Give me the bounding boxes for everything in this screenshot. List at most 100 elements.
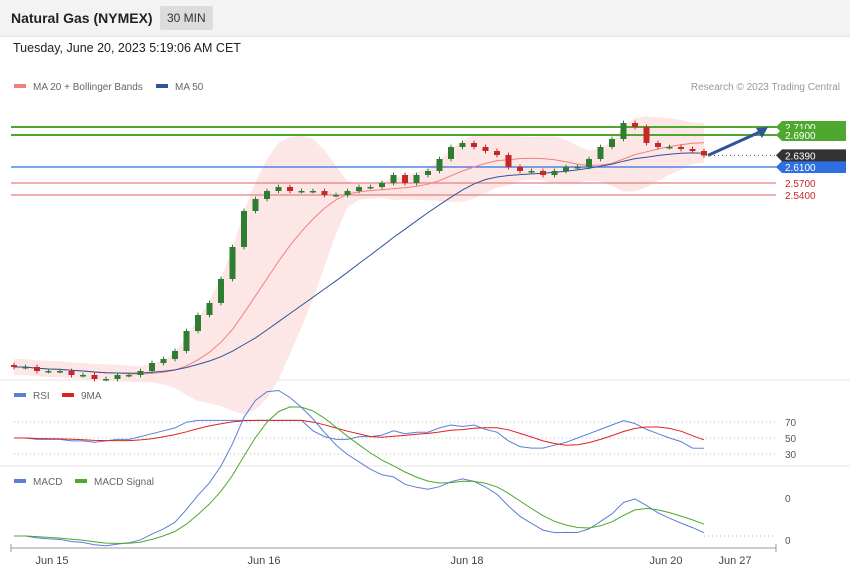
candles [11,120,707,382]
candle-body [425,171,431,175]
level-tag-2.6390 [776,149,846,162]
rsi-ref-label: 50 [785,434,797,445]
candle-body [137,371,144,375]
ma50-legend-swatch [156,84,168,88]
level-tag-2.6900 [776,129,846,141]
candle-body [448,147,454,159]
candle-body [505,155,512,167]
candle-body [574,167,581,169]
candle-body [517,167,523,171]
candle-body [264,191,270,199]
level-text-2.5700: 2.5700 [785,179,816,190]
x-tick-label: Jun 27 [718,555,751,567]
candle-body [620,123,627,139]
level-tag-text-2.6100: 2.6100 [785,163,816,174]
rsi-ma-legend-label: 9MA [81,391,102,402]
ma20-legend-swatch [14,84,26,88]
candle-body [528,171,535,173]
candle-body [609,139,615,147]
macd-signal-legend-swatch [75,479,87,483]
candle-body [172,351,178,359]
candle-body [206,303,213,315]
candle-body [459,143,466,147]
candle-body [678,147,684,149]
rsi-legend-label: RSI [33,391,50,402]
macd-legend-swatch [14,479,26,483]
x-tick-label: Jun 15 [35,555,68,567]
candle-body [333,195,339,197]
candle-body [34,367,40,371]
ma20-legend-label: MA 20 + Bollinger Bands [33,82,143,93]
candle-body [80,375,86,377]
candle-body [91,375,98,379]
rsi-ref-label: 30 [785,450,797,461]
candle-body [482,147,489,151]
level-tag-text-2.7100: 2.7100 [785,123,816,134]
forecast-arrow [707,127,768,157]
candle-body [597,147,604,159]
rsi-ref-label: 70 [785,418,797,429]
macd-legend-label: MACD [33,477,62,488]
candle-body [402,175,408,183]
candle-body [379,183,385,187]
level-tag-text-2.6390: 2.6390 [785,151,816,162]
macd-ref-label: 0 [785,536,791,547]
candle-body [241,211,247,247]
macd-line [14,389,705,547]
level-tag-text-2.6900: 2.6900 [785,131,816,142]
rsi-ma-legend-swatch [62,393,74,397]
rsi-legend-swatch [14,393,26,397]
candle-body [149,363,155,371]
forecast-arrow-shaft [707,129,763,157]
candle-body [22,367,29,369]
candle-body [68,371,75,375]
macd-signal-legend-label: MACD Signal [94,477,154,488]
candle-body [57,371,63,373]
rsi-panel: 70 50 30 [14,418,797,461]
candle-body [298,191,305,193]
candle-body [195,315,201,331]
candle-body [494,151,500,155]
ma50-legend-label: MA 50 [175,82,204,93]
candle-body [126,375,132,377]
candle-body [287,187,293,191]
x-axis: Jun 15 Jun 16 Jun 18 Jun 20 Jun 27 [10,544,777,567]
candle-body [275,187,282,191]
chart-header: Natural Gas (NYMEX) 30 MIN [0,0,850,37]
candle-body [321,191,328,195]
candle-body [666,147,673,149]
candle-body [183,331,190,351]
candle-body [103,379,109,381]
chart-datetime: Tuesday, June 20, 2023 5:19:06 AM CET [13,41,241,55]
candle-body [367,187,374,189]
interval-button[interactable]: 30 MIN [160,6,213,30]
level-tag-2.6100 [776,161,846,173]
candle-body [252,199,259,211]
candle-body [218,279,224,303]
candle-body [632,123,638,127]
candle-body [540,171,546,175]
x-tick-label: Jun 20 [649,555,682,567]
macd-panel: 00 [14,389,791,547]
candle-body [160,359,167,363]
rsi-ma-line [14,419,705,446]
macd-signal-line [14,406,705,544]
rsi-line [14,419,705,449]
x-tick-label: Jun 16 [247,555,280,567]
candle-body [471,143,477,147]
level-text-2.5400: 2.5400 [785,191,816,202]
candle-body [45,371,52,373]
candle-body [390,175,397,183]
instrument-title: Natural Gas (NYMEX) [11,10,153,26]
credit-label: Research © 2023 Trading Central [691,82,840,93]
macd-ref-label: 0 [785,494,791,505]
candle-body [413,175,420,183]
candle-body [586,159,592,167]
candle-body [563,167,569,171]
candle-body [229,247,236,279]
candle-body [436,159,443,171]
candle-body [551,171,558,175]
candle-body [310,191,316,193]
